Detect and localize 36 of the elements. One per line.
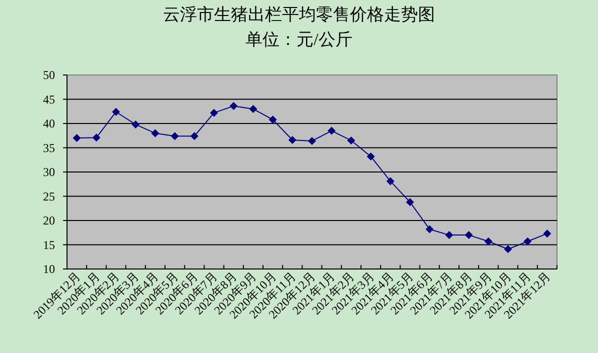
y-tick-label: 10 xyxy=(43,262,55,276)
point xyxy=(347,136,356,144)
chart-subtitle: 单位：元/公斤 xyxy=(246,30,352,49)
point xyxy=(288,136,296,144)
y-tick-label: 35 xyxy=(43,140,55,155)
y-tick-label: 25 xyxy=(43,189,55,204)
point xyxy=(112,108,120,116)
point xyxy=(386,177,394,186)
point xyxy=(366,152,375,160)
y-tick-label: 45 xyxy=(43,92,55,106)
point xyxy=(190,132,198,140)
point xyxy=(328,126,336,135)
y-tick-label: 50 xyxy=(43,68,55,82)
point xyxy=(426,225,434,234)
point xyxy=(464,231,473,240)
point xyxy=(445,231,454,240)
point xyxy=(484,237,492,246)
point xyxy=(504,245,512,254)
point xyxy=(151,129,160,138)
chart-title: 云浮市生猪出栏平均零售价格走势图 xyxy=(163,5,435,24)
point xyxy=(268,116,277,124)
point xyxy=(230,102,238,110)
point xyxy=(132,120,140,128)
point xyxy=(543,230,552,238)
point xyxy=(249,104,258,113)
point xyxy=(406,198,414,206)
y-tick-label: 20 xyxy=(43,214,55,228)
point xyxy=(92,134,100,142)
point xyxy=(72,134,81,142)
point xyxy=(170,132,179,140)
point xyxy=(524,237,532,246)
y-tick-label: 15 xyxy=(43,238,55,252)
y-tick-label: 40 xyxy=(43,116,55,130)
point xyxy=(210,108,218,117)
point xyxy=(308,136,316,145)
y-tick-label: 30 xyxy=(43,165,55,179)
